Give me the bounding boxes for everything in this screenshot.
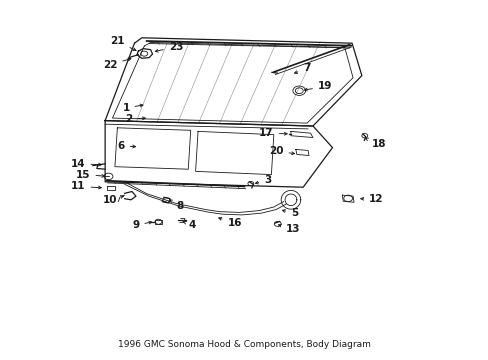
Text: 22: 22 <box>102 58 131 70</box>
Text: 2: 2 <box>124 114 145 124</box>
Text: 5: 5 <box>282 208 298 218</box>
Text: 4: 4 <box>183 220 195 230</box>
Text: 17: 17 <box>259 128 286 138</box>
Text: 12: 12 <box>360 194 383 204</box>
Text: 21: 21 <box>110 36 136 50</box>
Text: 23: 23 <box>155 42 183 52</box>
Text: 14: 14 <box>71 159 101 169</box>
Text: 11: 11 <box>71 181 101 192</box>
Text: 7: 7 <box>294 63 310 73</box>
Text: 16: 16 <box>218 217 242 228</box>
Text: 13: 13 <box>278 224 300 234</box>
Text: 19: 19 <box>304 81 331 91</box>
Text: 15: 15 <box>76 170 104 180</box>
Text: 8: 8 <box>169 200 183 211</box>
Text: 1996 GMC Sonoma Hood & Components, Body Diagram: 1996 GMC Sonoma Hood & Components, Body … <box>118 340 370 349</box>
Text: 3: 3 <box>255 175 271 185</box>
Text: 1: 1 <box>122 103 142 113</box>
Text: 20: 20 <box>268 146 294 156</box>
Text: 9: 9 <box>132 220 151 230</box>
Text: 18: 18 <box>365 138 386 149</box>
Text: 10: 10 <box>102 195 123 205</box>
Text: 6: 6 <box>117 141 135 151</box>
